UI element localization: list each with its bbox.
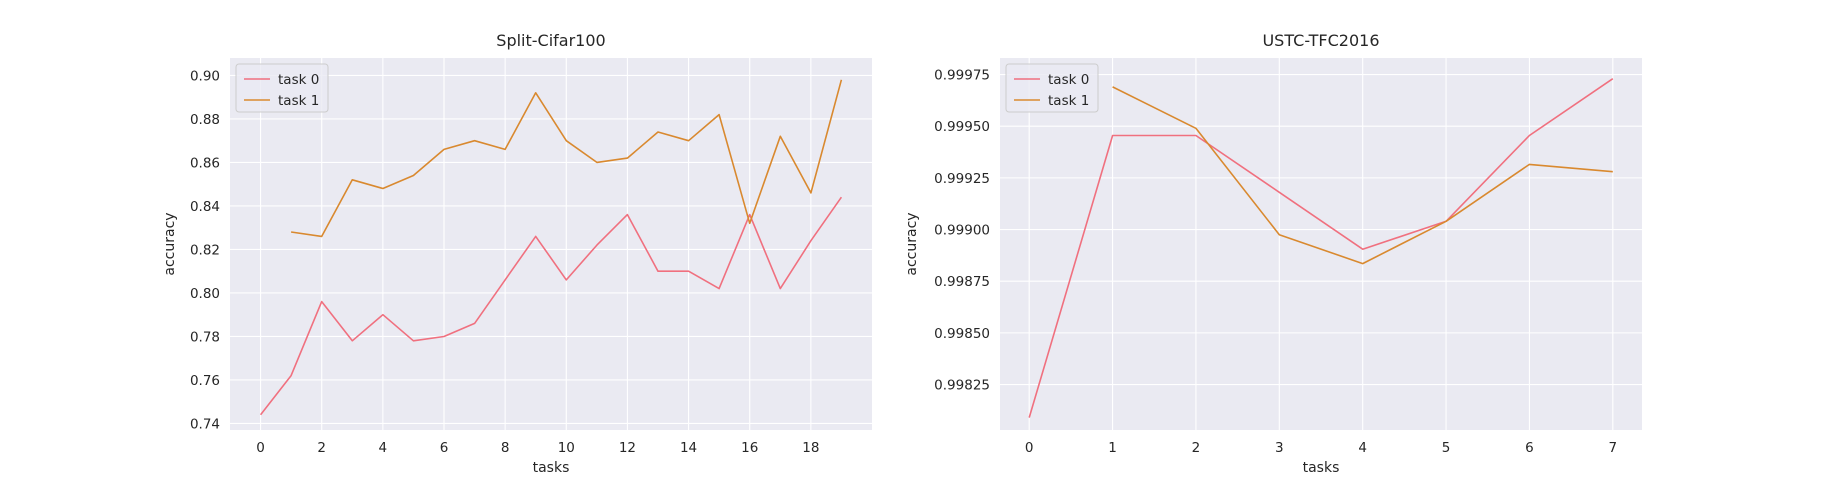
y-tick-label: 0.80 — [190, 286, 220, 302]
x-tick-label: 0 — [256, 440, 265, 456]
y-axis-label: accuracy — [162, 212, 178, 275]
x-tick-label: 7 — [1609, 440, 1618, 456]
grid — [1000, 58, 1642, 430]
x-tick-label: 6 — [1525, 440, 1534, 456]
x-tick-label: 3 — [1275, 440, 1284, 456]
legend-label: task 1 — [278, 93, 319, 109]
plot-area — [1000, 58, 1642, 430]
plot-area — [230, 58, 872, 430]
y-tick-label: 0.84 — [190, 199, 220, 215]
series-line-task-1 — [290, 79, 843, 238]
y-tick-label: 0.88 — [190, 112, 220, 128]
y-tick-label: 0.76 — [190, 373, 220, 389]
series-lines — [1028, 78, 1614, 418]
x-axis-label: tasks — [533, 460, 570, 476]
y-tick-label: 0.90 — [190, 68, 220, 84]
x-tick-label: 2 — [1192, 440, 1201, 456]
x-tick-label: 1 — [1108, 440, 1117, 456]
x-tick-label: 10 — [558, 440, 575, 456]
x-tick-label: 12 — [619, 440, 636, 456]
x-axis-label: tasks — [1303, 460, 1340, 476]
x-tick-label: 18 — [802, 440, 819, 456]
legend: task 0 task 1 — [1005, 63, 1099, 113]
chart-title: Split-Cifar100 — [496, 31, 605, 50]
series-lines — [259, 79, 843, 416]
legend-label: task 0 — [278, 72, 319, 88]
y-tick-label: 0.82 — [190, 242, 220, 258]
y-tick-label: 0.99850 — [934, 326, 990, 342]
legend-label: task 0 — [1048, 72, 1089, 88]
y-tick-label: 0.86 — [190, 155, 220, 171]
split-cifar100-chart: 0 2 4 6 8 10 12 14 16 18 0.74 0.76 0.78 0.80 0.82 0.84… — [162, 31, 872, 476]
x-tick-label: 6 — [440, 440, 449, 456]
grid — [230, 58, 872, 430]
series-line-task-0 — [259, 196, 843, 416]
x-tick-label: 0 — [1025, 440, 1034, 456]
y-tick-labels: 0.74 0.76 0.78 0.80 0.82 0.84 0.86 0.88 0.90 — [190, 68, 220, 432]
x-tick-label: 8 — [501, 440, 510, 456]
y-tick-label: 0.99950 — [934, 119, 990, 135]
y-tick-labels: 0.99825 0.99850 0.99875 0.99900 0.99925 0.999… — [934, 68, 990, 394]
y-tick-label: 0.99975 — [934, 68, 990, 84]
y-tick-label: 0.99900 — [934, 223, 990, 239]
y-tick-label: 0.99875 — [934, 274, 990, 290]
y-tick-label: 0.99825 — [934, 378, 990, 394]
series-line-task-0 — [1028, 78, 1614, 418]
chart-title: USTC-TFC2016 — [1262, 31, 1379, 50]
x-tick-label: 14 — [680, 440, 697, 456]
x-tick-label: 4 — [1358, 440, 1367, 456]
x-tick-label: 16 — [741, 440, 758, 456]
y-tick-label: 0.99925 — [934, 171, 990, 187]
legend-label: task 1 — [1048, 93, 1089, 109]
y-tick-label: 0.78 — [190, 329, 220, 345]
x-tick-label: 5 — [1442, 440, 1451, 456]
x-tick-label: 2 — [317, 440, 326, 456]
x-tick-label: 4 — [379, 440, 388, 456]
x-tick-labels: 0 1 2 3 4 5 6 7 — [1025, 440, 1617, 456]
y-tick-label: 0.74 — [190, 416, 220, 432]
series-line-task-1 — [1112, 86, 1613, 265]
legend: task 0 task 1 — [235, 63, 329, 113]
y-axis-label: accuracy — [904, 212, 920, 275]
x-tick-labels: 0 2 4 6 8 10 12 14 16 18 — [256, 440, 819, 456]
